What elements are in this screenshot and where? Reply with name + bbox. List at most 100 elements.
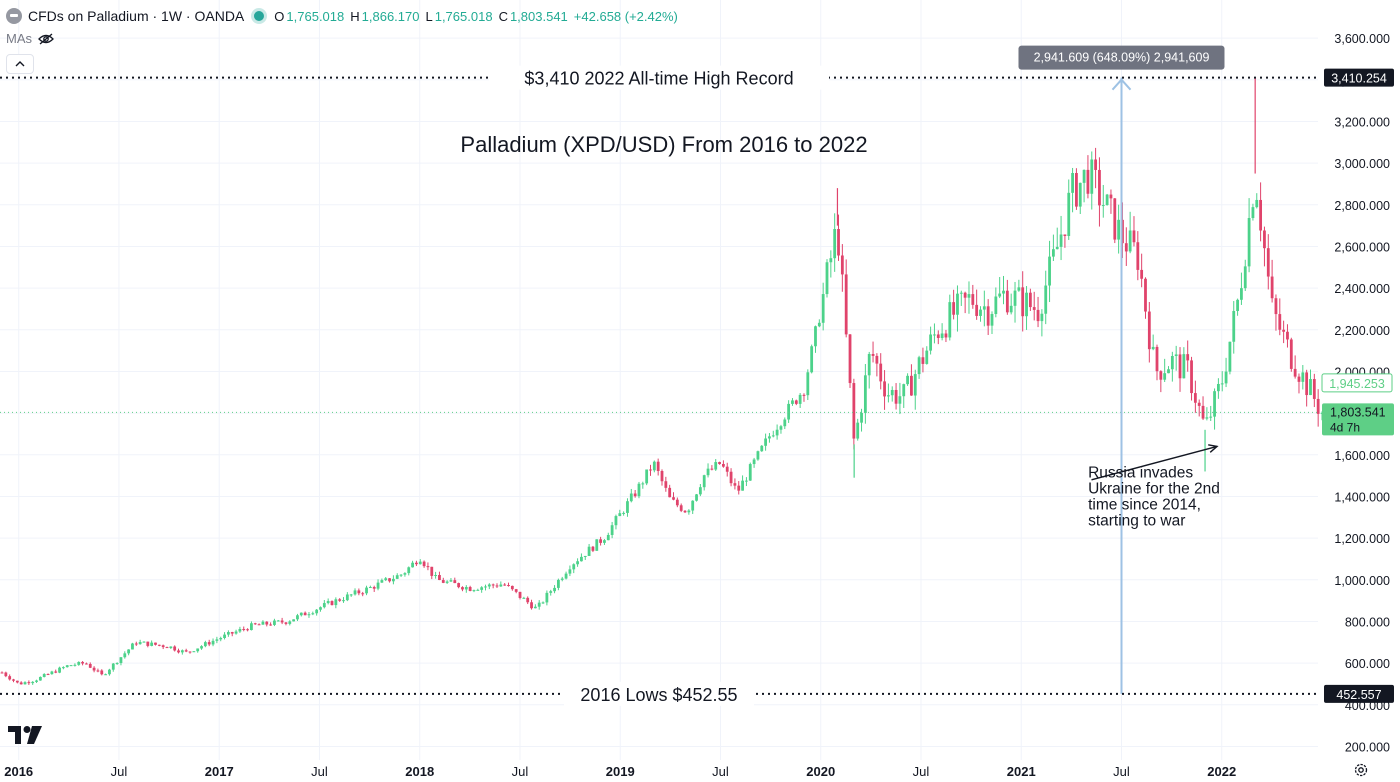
candle (345, 592, 349, 602)
war-note-line: Ukraine for the 2nd (1088, 481, 1220, 498)
low-value: 1,765.018 (434, 8, 493, 24)
candle (683, 510, 687, 514)
candle-body (568, 569, 572, 574)
symbol-legend[interactable]: CFDs on Palladium · 1W · OANDA O 1,765.0… (6, 6, 684, 26)
candle-body (710, 468, 714, 470)
x-tick-label: 2018 (405, 764, 434, 779)
candle-body (886, 395, 890, 397)
candle (1193, 380, 1197, 413)
candle-body (100, 670, 104, 675)
candle (706, 463, 710, 478)
candle (1178, 347, 1182, 392)
candle-body (1124, 243, 1128, 252)
candle-body (226, 632, 230, 635)
candle-body (1174, 354, 1178, 357)
candle-body (603, 540, 606, 543)
candle (1140, 253, 1144, 288)
candle (1082, 169, 1086, 203)
candle (464, 585, 468, 593)
candle-body (192, 651, 196, 653)
candle (1036, 296, 1040, 328)
candle (1247, 198, 1251, 273)
candle-body (986, 306, 990, 326)
candle (510, 585, 514, 591)
candle-body (372, 587, 376, 589)
candle (161, 644, 165, 650)
candle (1297, 373, 1301, 394)
symbol-title[interactable]: CFDs on Palladium · 1W · OANDA (28, 8, 245, 24)
tradingview-logo-icon[interactable] (8, 726, 42, 744)
candle-body (1048, 256, 1051, 286)
candle (88, 662, 92, 669)
candle (971, 284, 975, 309)
candle-body (131, 643, 134, 650)
candle (583, 555, 587, 560)
collapse-legend-button[interactable] (6, 54, 34, 74)
candle-body (326, 601, 330, 604)
candle-body (906, 375, 909, 385)
candle (863, 364, 867, 424)
candle-body (395, 575, 399, 579)
candle (748, 462, 752, 481)
candle (1105, 193, 1109, 206)
candle (257, 623, 261, 626)
candle (1274, 294, 1278, 331)
candle-body (1193, 393, 1197, 403)
candle (944, 329, 948, 343)
candle-body (917, 357, 921, 375)
candle (0, 671, 4, 674)
indicator-legend[interactable]: MAs (6, 31, 54, 46)
candle (92, 666, 96, 673)
candle (441, 577, 445, 584)
candle (472, 589, 476, 593)
candle-body (238, 628, 242, 632)
candle-body (1286, 331, 1289, 340)
candle (553, 585, 556, 594)
candle-body (745, 480, 748, 482)
candle (768, 433, 771, 443)
candle-body (860, 412, 863, 423)
candle (1055, 227, 1059, 250)
close-value: 1,803.541 (509, 8, 568, 24)
candle (1101, 184, 1105, 218)
candle (518, 591, 522, 600)
candle (1063, 234, 1067, 248)
eye-hidden-icon[interactable] (38, 33, 54, 45)
candle-body (1109, 194, 1113, 199)
candle (65, 664, 69, 668)
candle-body (342, 600, 345, 602)
candle-body (1270, 276, 1274, 299)
candle (1044, 270, 1048, 325)
candle (829, 250, 833, 278)
candle-body (1178, 354, 1182, 379)
candle-body (85, 663, 88, 665)
gear-icon[interactable] (1353, 762, 1369, 778)
candle (940, 323, 944, 341)
candle (741, 475, 744, 491)
candle (1182, 347, 1186, 379)
candle-body (31, 681, 35, 684)
candle (1159, 370, 1163, 393)
candle-body (92, 667, 96, 671)
candle (246, 628, 249, 632)
y-tick-label: 2,800.000 (1334, 199, 1390, 213)
candle-body (104, 674, 108, 676)
candle-body (391, 578, 395, 582)
candle-body (177, 650, 180, 653)
candle-body (1151, 346, 1155, 350)
candle (326, 598, 330, 605)
candle-body (81, 661, 84, 664)
candle-body (748, 464, 752, 481)
candle-body (173, 646, 177, 651)
candle-body (1190, 360, 1193, 394)
candle (687, 509, 691, 515)
candle (1071, 167, 1074, 213)
candle (833, 213, 837, 272)
candle-body (522, 597, 526, 599)
candle-body (1036, 309, 1040, 322)
candle-body (61, 667, 65, 669)
candle-body (894, 389, 898, 404)
candle-body (879, 363, 883, 382)
candle-body (499, 584, 503, 587)
